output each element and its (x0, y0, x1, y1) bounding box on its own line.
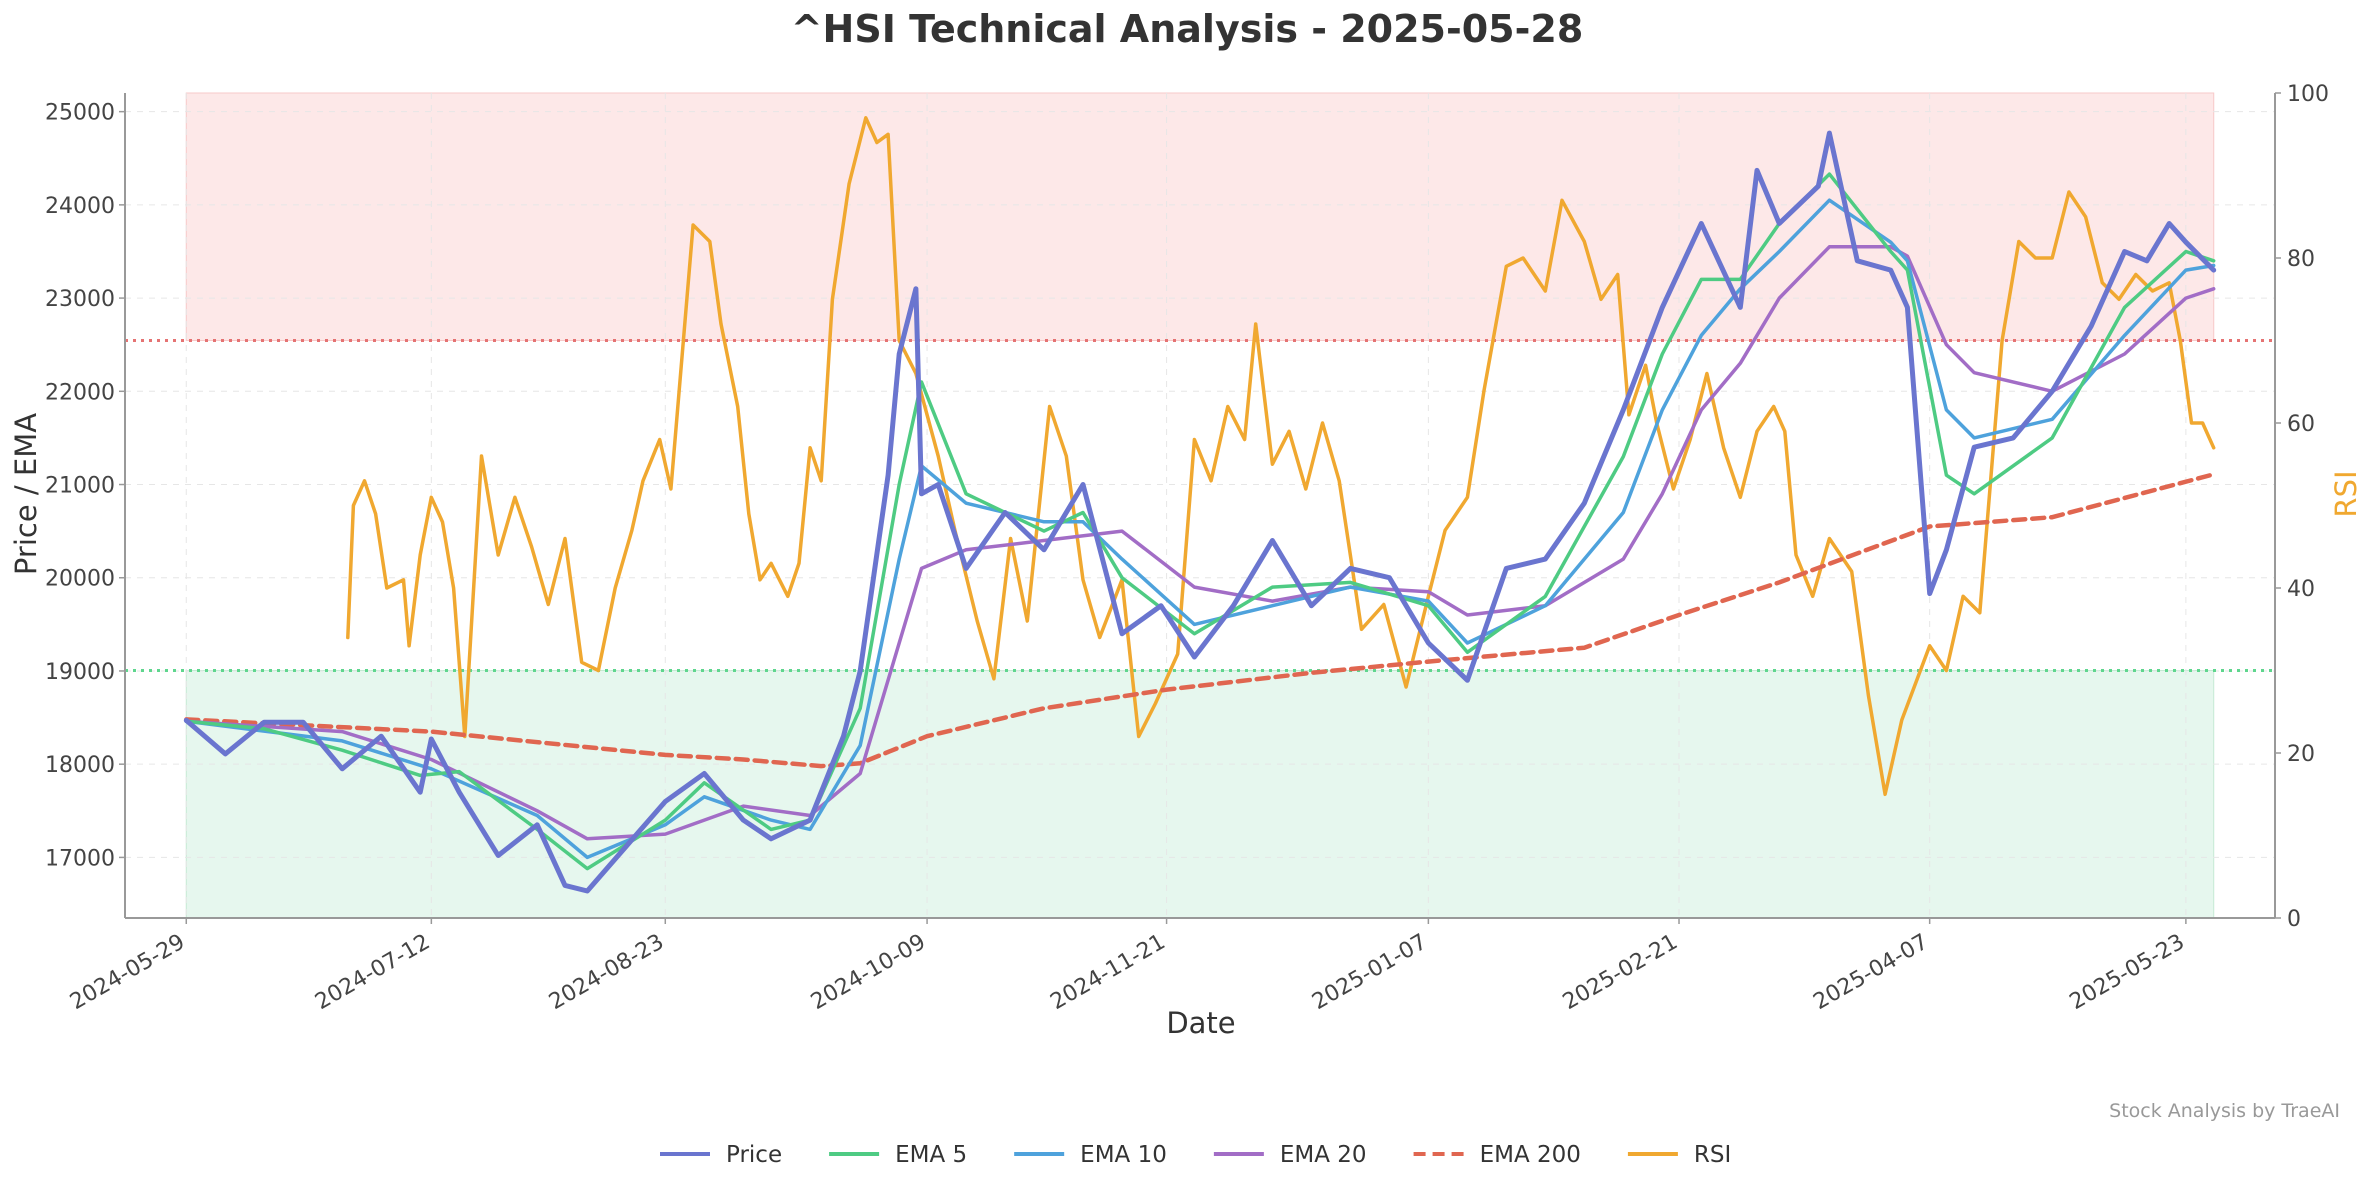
x-tick-label: 2024-10-09 (807, 930, 930, 1016)
y-tick-label: 18000 (45, 753, 115, 778)
grid-lines (125, 93, 2275, 918)
y2-tick-label: 40 (2287, 577, 2315, 602)
y-tick-label: 23000 (45, 287, 115, 312)
rsi-zones (185, 92, 2215, 919)
y2-tick-label: 0 (2287, 907, 2301, 932)
x-tick-label: 2025-01-07 (1308, 930, 1431, 1016)
series-line-ema-10 (184, 198, 2216, 860)
series-line-ema-20 (184, 245, 2216, 841)
legend-item-rsi: RSI (1627, 1142, 1731, 1168)
x-tick-label: 2025-04-07 (1809, 930, 1932, 1016)
legend-item-ema-5: EMA 5 (829, 1142, 967, 1168)
legend-item-price: Price (660, 1142, 782, 1168)
y-tick-label: 22000 (45, 380, 115, 405)
series-line-price (183, 130, 2217, 894)
y-tick-label: 19000 (45, 660, 115, 685)
overbought-zone (185, 92, 2215, 341)
x-axis-label: Date (1166, 1006, 1235, 1040)
y-tick-label: 21000 (45, 474, 115, 499)
series-line-ema-5 (184, 172, 2216, 871)
y2-axis-label: RSI (2329, 470, 2363, 517)
watermark-text: Stock Analysis by TraeAI (2109, 1100, 2340, 1122)
y-tick-label: 24000 (45, 194, 115, 219)
y-axis-label: Price / EMA (9, 413, 43, 575)
legend-item-ema-5-label: EMA 5 (895, 1142, 967, 1168)
y2-tick-label: 100 (2287, 82, 2329, 107)
legend-item-ema-10-label: EMA 10 (1080, 1142, 1167, 1168)
x-tick-label: 2024-05-29 (66, 930, 189, 1016)
y2-tick-label: 80 (2287, 247, 2315, 272)
chart-title: ^HSI Technical Analysis - 2025-05-28 (791, 7, 1584, 51)
y2-tick-label: 20 (2287, 742, 2315, 767)
y-tick-label: 25000 (45, 101, 115, 126)
y-tick-label: 17000 (45, 846, 115, 871)
legend: Price EMA 5 EMA 10 EMA 20 EMA 200 RSI (660, 1142, 1731, 1168)
y2-tick-label: 60 (2287, 412, 2315, 437)
legend-item-price-label: Price (726, 1142, 782, 1168)
y-tick-label: 20000 (45, 567, 115, 592)
legend-item-rsi-label: RSI (1694, 1142, 1731, 1168)
legend-item-ema-20-label: EMA 20 (1280, 1142, 1367, 1168)
x-tick-label: 2024-11-21 (1046, 930, 1169, 1016)
x-tick-label: 2025-05-23 (2066, 930, 2189, 1016)
x-tick-label: 2024-07-12 (311, 930, 434, 1016)
oversold-zone (185, 670, 2215, 919)
legend-item-ema-200: EMA 200 (1413, 1142, 1581, 1168)
series-lines (183, 116, 2217, 894)
x-tick-label: 2024-08-23 (545, 930, 668, 1016)
legend-item-ema-10: EMA 10 (1014, 1142, 1167, 1168)
x-tick-label: 2025-02-21 (1559, 930, 1682, 1016)
legend-item-ema-200-label: EMA 200 (1480, 1142, 1581, 1168)
series-line-ema-200 (184, 472, 2216, 769)
legend-item-ema-20: EMA 20 (1213, 1142, 1367, 1168)
series-line-rsi (346, 116, 2216, 797)
axes (124, 93, 2276, 919)
